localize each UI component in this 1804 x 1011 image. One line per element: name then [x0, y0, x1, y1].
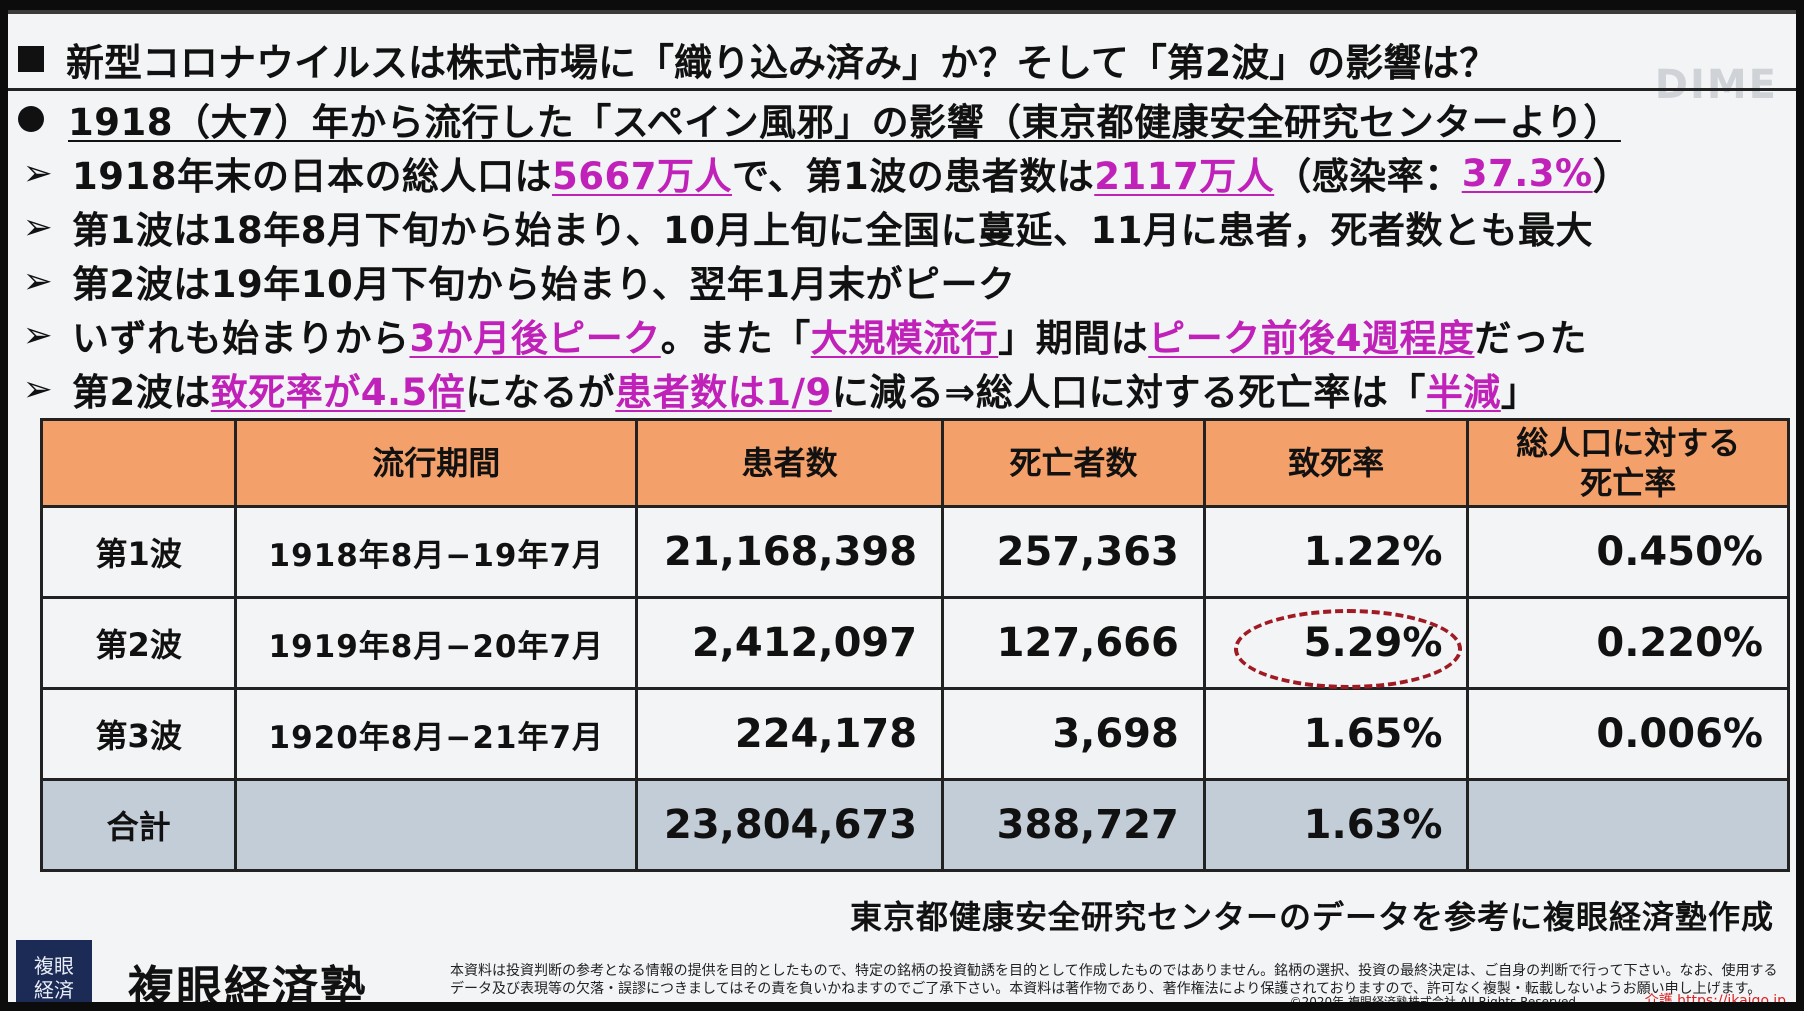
- logo-box-line-2: 経済: [34, 978, 74, 1002]
- header-deaths: 死亡者数: [941, 418, 1206, 508]
- table-row: 第1波 1918年8月−19年7月 21,168,398 257,363 1.2…: [39, 505, 1790, 599]
- title-divider: [8, 88, 1796, 91]
- slide-title: 新型コロナウイルスは株式市場に「織り込み済み」か？そして「第2波」の影響は？: [18, 30, 1786, 88]
- row-period: 1920年8月−21年7月: [234, 687, 639, 781]
- bullet-text: で、第1波の患者数は: [731, 155, 1095, 198]
- highlighted-text: 半減: [1425, 371, 1501, 414]
- total-period: [234, 778, 639, 872]
- row-mortality: 0.220%: [1466, 596, 1790, 690]
- row-fatality-circled: 5.29%: [1202, 596, 1470, 690]
- square-bullet-icon: [18, 46, 44, 72]
- bullet-text: いずれも始まりから: [72, 317, 410, 360]
- row-fatality: 1.65%: [1202, 687, 1470, 781]
- row-label: 第2波: [39, 596, 238, 690]
- highlighted-text: 患者数は1/9: [615, 371, 832, 414]
- bullet-text: 」: [1500, 371, 1539, 414]
- subheading: 1918（大7）年から流行した「スペイン風邪」の影響（東京都健康安全研究センター…: [18, 92, 1790, 146]
- copyright-text: ©2020年 複眼経済塾株式会社 All Rights Reserved: [1289, 995, 1576, 1002]
- row-period: 1918年8月−19年7月: [234, 505, 639, 599]
- bullet-text: ）: [1592, 155, 1631, 198]
- row-mortality: 0.006%: [1466, 687, 1790, 781]
- total-fatality: 1.63%: [1202, 778, 1470, 872]
- dashed-circle-highlight: [1234, 609, 1463, 689]
- table-header-row: 流行期間 患者数 死亡者数 致死率 総人口に対する 死亡率: [39, 418, 1790, 508]
- brand-logo-box: 複眼 経済: [16, 940, 92, 1002]
- bullet-text: 」期間は: [998, 317, 1149, 360]
- bullet-text: になるが: [465, 371, 616, 414]
- bullet-text: に減る⇒総人口に対する死亡率は「: [831, 371, 1426, 414]
- bullet-text: 第1波は18年8月下旬から始まり、10月上旬に全国に蔓延、11月に患者，死者数と…: [72, 209, 1593, 252]
- arrow-bullet-icon: ➢: [22, 206, 54, 248]
- header-period: 流行期間: [234, 418, 639, 508]
- table-row: 第2波 1919年8月−20年7月 2,412,097 127,666 5.29…: [39, 596, 1790, 690]
- row-deaths: 3,698: [941, 687, 1206, 781]
- total-label: 合計: [39, 778, 238, 872]
- source-note: 東京都健康安全研究センターのデータを参考に複眼経済塾作成: [849, 898, 1774, 936]
- row-deaths: 257,363: [941, 505, 1206, 599]
- bullet-text: 第2波は: [72, 371, 211, 414]
- arrow-bullet-icon: ➢: [22, 368, 54, 410]
- row-fatality: 1.22%: [1202, 505, 1470, 599]
- highlighted-text: 致死率が4.5倍: [210, 371, 466, 414]
- header-patients: 患者数: [635, 418, 945, 508]
- highlighted-text: 3か月後ピーク: [409, 317, 661, 360]
- bullet-text: （感染率：: [1274, 155, 1462, 198]
- subheading-text: 1918（大7）年から流行した「スペイン風邪」の影響（東京都健康安全研究センター…: [68, 101, 1621, 144]
- table-total-row: 合計 23,804,673 388,727 1.63%: [39, 778, 1790, 872]
- bullet-text: だった: [1474, 317, 1587, 360]
- highlighted-text: 大規模流行: [810, 317, 999, 360]
- arrow-bullet-icon: ➢: [22, 314, 54, 356]
- site-watermark: 介護 https://ikaigo.jp: [1644, 993, 1786, 1002]
- row-patients: 21,168,398: [635, 505, 945, 599]
- bullet-item: ➢ 第2波は19年10月下旬から始まり、翌年1月末がピーク: [18, 254, 1790, 308]
- top-border: [8, 10, 1796, 14]
- arrow-bullet-icon: ➢: [22, 152, 54, 194]
- total-deaths: 388,727: [941, 778, 1206, 872]
- highlighted-text: 2117万人: [1094, 155, 1275, 198]
- row-label: 第1波: [39, 505, 238, 599]
- footer: 複眼 経済 複眼経済塾 本資料は投資判断の参考となる情報の提供を目的としたもので…: [8, 932, 1796, 1002]
- brand-name: 複眼経済塾: [128, 961, 368, 1002]
- slide-screen: 新型コロナウイルスは株式市場に「織り込み済み」か？そして「第2波」の影響は？ D…: [8, 10, 1796, 1002]
- highlighted-text: 5667万人: [551, 155, 732, 198]
- header-fatality: 致死率: [1202, 418, 1470, 508]
- header-mortality: 総人口に対する 死亡率: [1466, 418, 1790, 508]
- row-patients: 2,412,097: [635, 596, 945, 690]
- row-mortality: 0.450%: [1466, 505, 1790, 599]
- row-patients: 224,178: [635, 687, 945, 781]
- circle-bullet-icon: [18, 106, 44, 132]
- bullet-item: ➢ いずれも始まりから 3か月後ピーク 。また「 大規模流行 」期間は ピーク前後4週程度だ…: [18, 308, 1790, 362]
- bullet-item: ➢ 第1波は18年8月下旬から始まり、10月上旬に全国に蔓延、11月に患者，死者数…: [18, 200, 1790, 254]
- bullet-item: ➢ 1918年末の日本の総人口は 5667万人 で、第1波の患者数は 2117万人 （感染…: [18, 146, 1790, 200]
- header-corner: [39, 418, 238, 508]
- arrow-bullet-icon: ➢: [22, 260, 54, 302]
- bullet-text: 1918年末の日本の総人口は: [72, 155, 552, 198]
- flu-data-table: 流行期間 患者数 死亡者数 致死率 総人口に対する 死亡率 第1波 1918年8…: [39, 418, 1790, 872]
- tv-watermark: DIME: [1654, 62, 1778, 108]
- logo-box-line-1: 複眼: [34, 954, 74, 978]
- row-period: 1919年8月−20年7月: [234, 596, 639, 690]
- highlighted-text: ピーク前後4週程度: [1148, 317, 1475, 360]
- row-label: 第3波: [39, 687, 238, 781]
- row-deaths: 127,666: [941, 596, 1206, 690]
- bullet-item: ➢ 第2波は 致死率が4.5倍 になるが 患者数は1/9 に減る⇒総人口に対する死亡率は「…: [18, 362, 1790, 416]
- table-row: 第3波 1920年8月−21年7月 224,178 3,698 1.65% 0.…: [39, 687, 1790, 781]
- total-patients: 23,804,673: [635, 778, 945, 872]
- bullet-text: 第2波は19年10月下旬から始まり、翌年1月末がピーク: [72, 263, 1016, 306]
- disclaimer-text: 本資料は投資判断の参考となる情報の提供を目的としたもので、特定の銘柄の投資勧誘を…: [450, 963, 1778, 997]
- bullet-text: 。また「: [660, 317, 811, 360]
- total-mortality: [1466, 778, 1790, 872]
- title-text: 新型コロナウイルスは株式市場に「織り込み済み」か？そして「第2波」の影響は？: [66, 40, 1498, 85]
- highlighted-text: 37.3%: [1461, 151, 1593, 195]
